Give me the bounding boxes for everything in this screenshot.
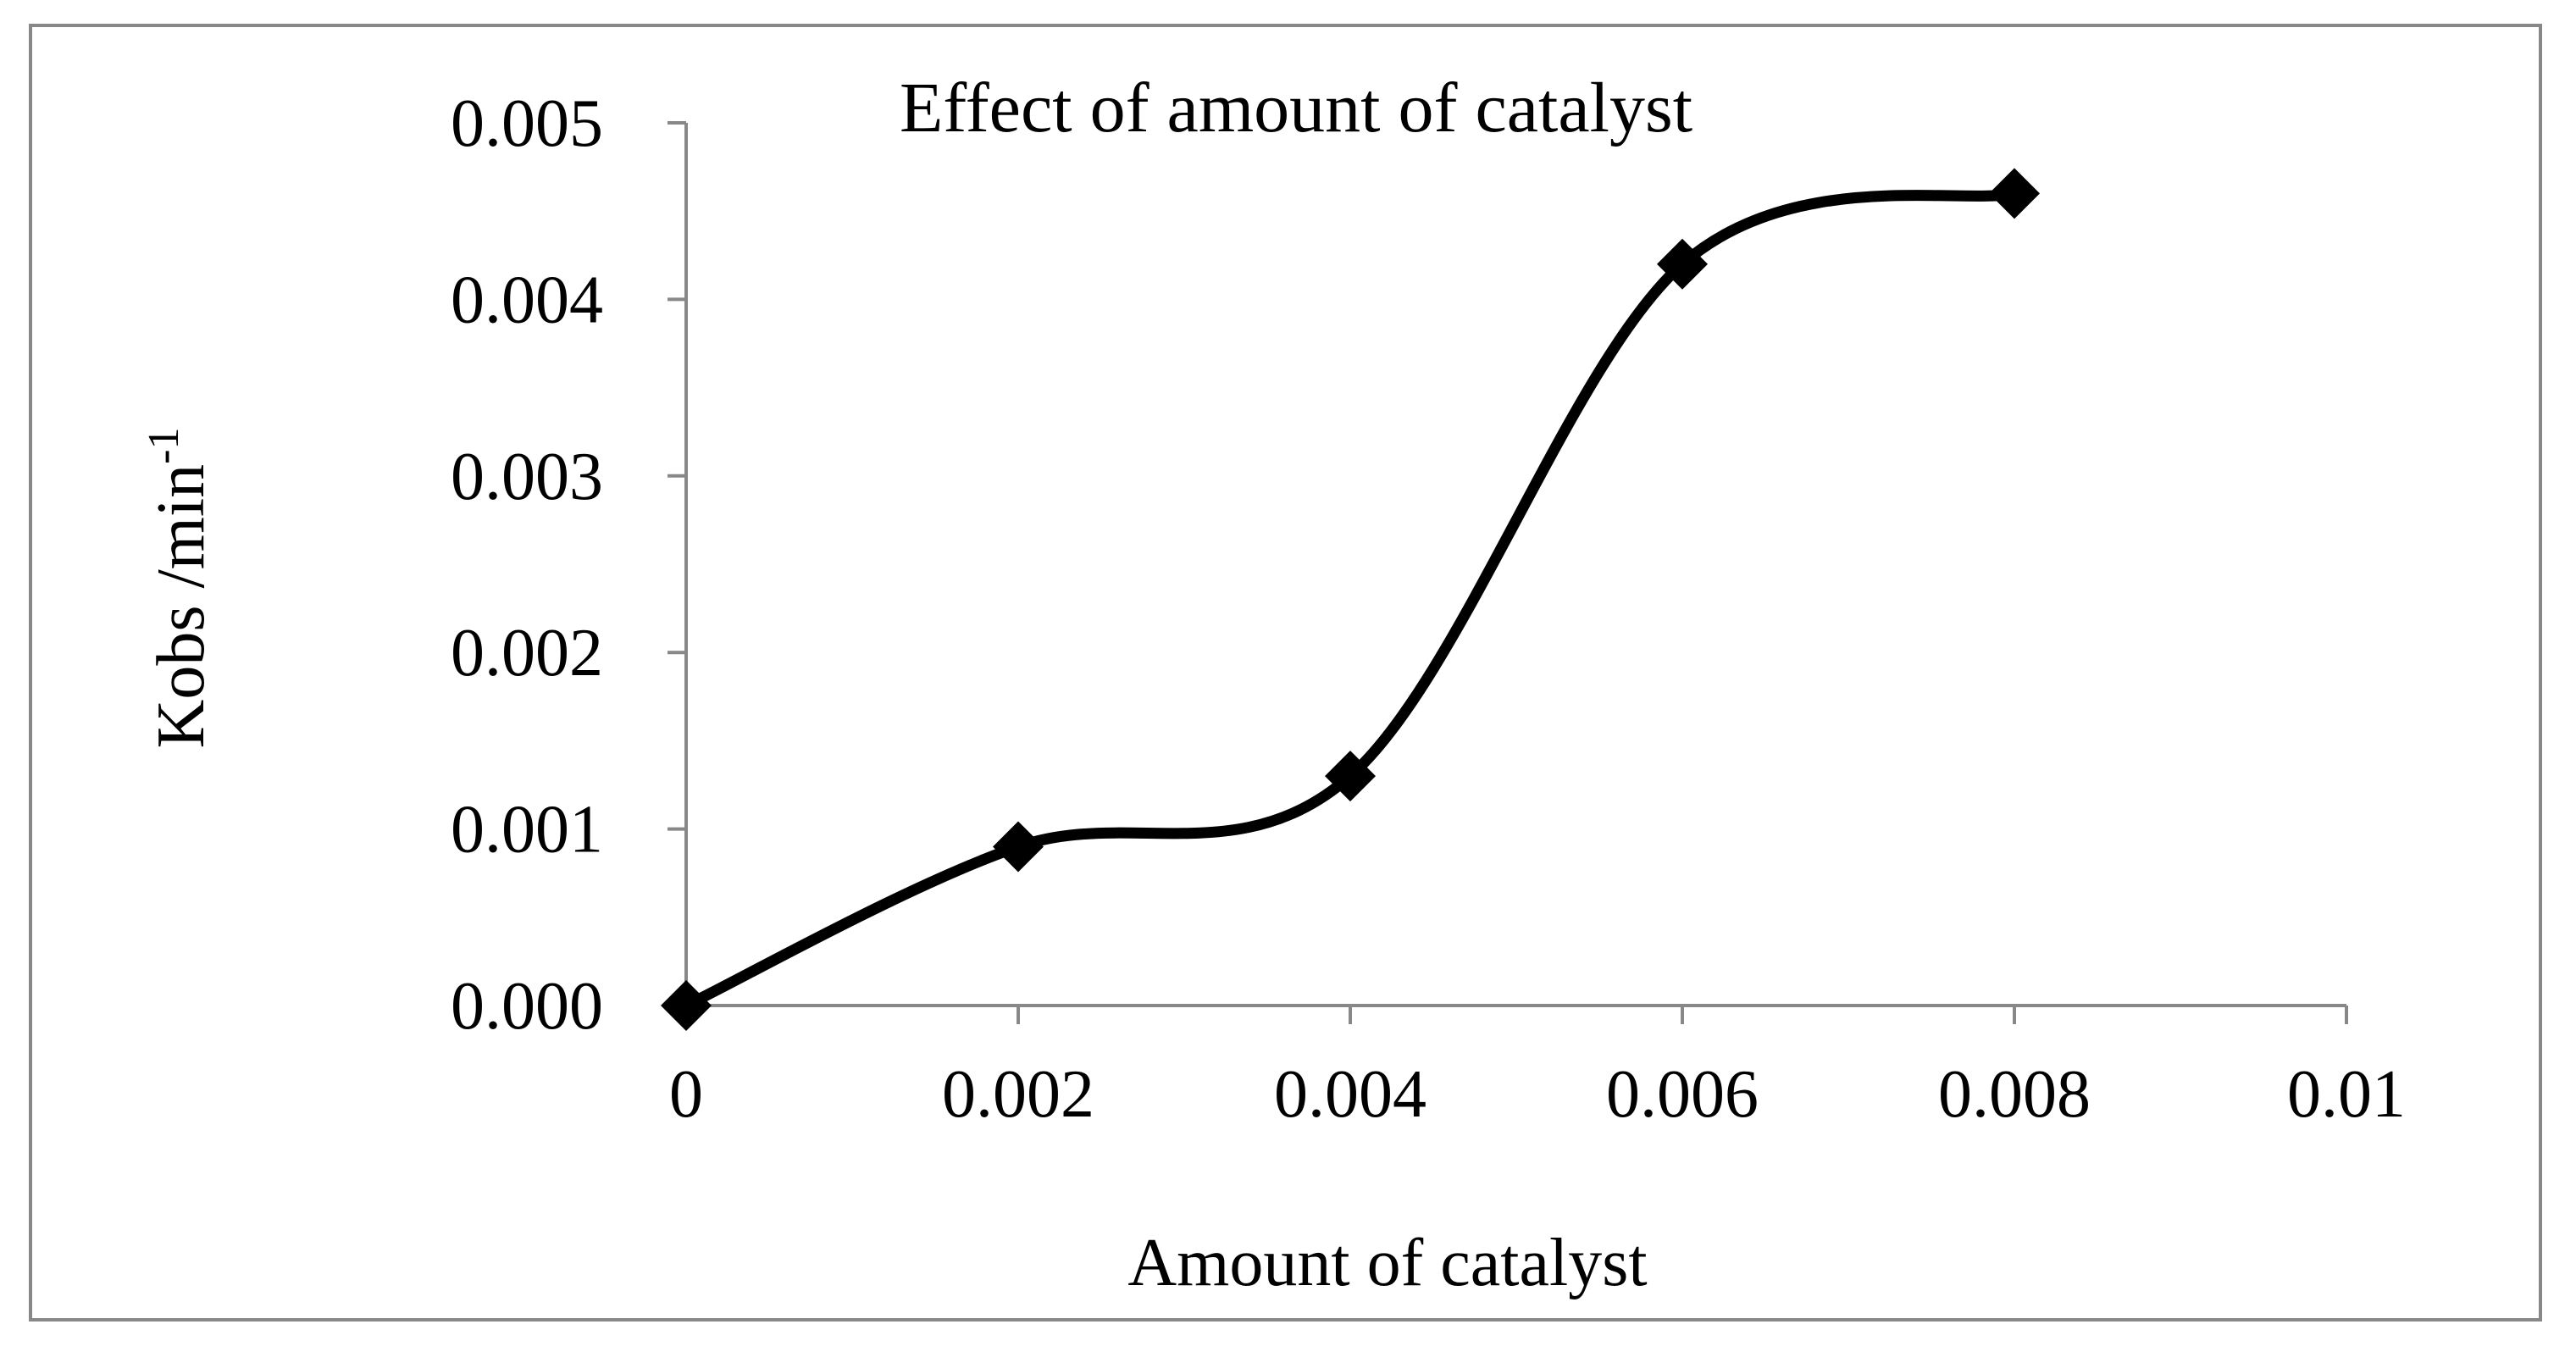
x-tick-label: 0	[669, 1057, 703, 1132]
series-line	[680, 187, 2020, 1011]
y-tick-label: 0.003	[451, 440, 603, 514]
ticks-layer: 0.000 0.001 0.002 0.003 0.004 0.005 0 0.002 0.00…	[451, 86, 2406, 1132]
y-tick-label: 0.005	[451, 86, 603, 161]
x-axis-title: Amount of catalyst	[1127, 1226, 1647, 1300]
data-point-marker	[661, 980, 712, 1031]
x-tick-label: 0.004	[1274, 1057, 1426, 1132]
chart-title: Effect of amount of catalyst	[900, 69, 1692, 147]
x-tick-label: 0.006	[1606, 1057, 1759, 1132]
y-axis-title-base: Kobs /min	[144, 464, 219, 749]
y-axis-title: Kobs /min-1	[140, 428, 219, 749]
y-tick-label: 0.000	[451, 969, 603, 1044]
chart-frame	[29, 24, 2542, 1322]
y-tick-label: 0.004	[451, 263, 603, 337]
x-tick-label: 0.008	[1938, 1057, 2091, 1132]
data-point-marker	[993, 821, 1044, 873]
series-layer	[680, 187, 2020, 1011]
data-point-marker	[1989, 168, 2040, 219]
data-point-marker	[1657, 238, 1708, 290]
markers-layer	[661, 168, 2040, 1031]
x-tick-label: 0.002	[942, 1057, 1094, 1132]
y-tick-label: 0.001	[451, 793, 603, 867]
axes-layer	[684, 123, 2346, 1007]
y-axis-title-superscript: -1	[140, 428, 188, 464]
x-tick-label: 0.01	[2287, 1057, 2406, 1132]
data-point-marker	[1325, 751, 1376, 802]
y-tick-label: 0.002	[451, 616, 603, 690]
